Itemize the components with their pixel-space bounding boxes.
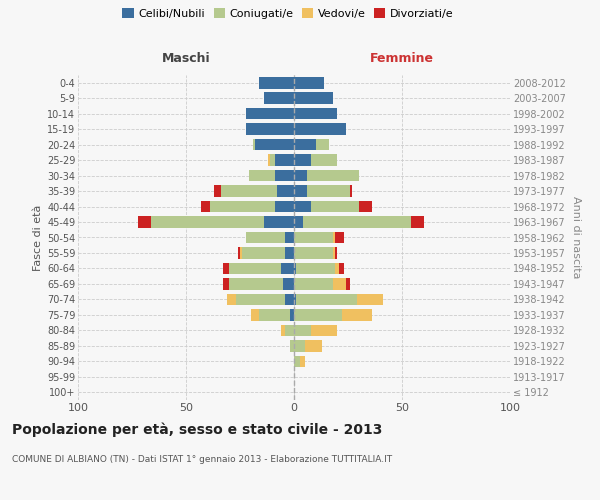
Bar <box>333 232 335 243</box>
Bar <box>201 200 210 212</box>
Bar <box>341 309 372 320</box>
Bar <box>294 154 311 166</box>
Bar <box>294 124 346 135</box>
Bar <box>286 294 294 305</box>
Bar <box>270 154 275 166</box>
Text: COMUNE DI ALBIANO (TN) - Dati ISTAT 1° gennaio 2013 - Elaborazione TUTTITALIA.IT: COMUNE DI ALBIANO (TN) - Dati ISTAT 1° g… <box>12 455 392 464</box>
Bar <box>311 154 337 166</box>
Bar <box>311 200 359 212</box>
Text: Popolazione per età, sesso e stato civile - 2013: Popolazione per età, sesso e stato civil… <box>12 422 382 437</box>
Bar <box>210 200 275 212</box>
Bar <box>223 278 229 289</box>
Bar <box>214 186 221 197</box>
Bar <box>281 262 294 274</box>
Bar <box>294 309 341 320</box>
Bar <box>335 247 337 259</box>
Bar <box>294 294 296 305</box>
Bar <box>307 186 350 197</box>
Bar <box>350 186 352 197</box>
Bar <box>335 262 340 274</box>
Bar <box>229 278 283 289</box>
Bar <box>223 262 229 274</box>
Bar <box>248 170 275 181</box>
Bar <box>346 278 350 289</box>
Y-axis label: Anni di nascita: Anni di nascita <box>571 196 581 279</box>
Bar <box>251 309 259 320</box>
Bar <box>294 278 333 289</box>
Bar <box>294 340 305 351</box>
Bar <box>335 232 344 243</box>
Bar <box>247 124 294 135</box>
Bar <box>294 356 301 367</box>
Bar <box>286 232 294 243</box>
Bar <box>356 294 383 305</box>
Bar <box>253 139 255 150</box>
Bar <box>333 247 335 259</box>
Bar <box>294 200 311 212</box>
Legend: Celibi/Nubili, Coniugati/e, Vedovi/e, Divorziati/e: Celibi/Nubili, Coniugati/e, Vedovi/e, Di… <box>120 6 456 21</box>
Bar <box>316 139 329 150</box>
Bar <box>281 324 286 336</box>
Bar <box>238 247 240 259</box>
Bar <box>302 216 410 228</box>
Bar <box>286 247 294 259</box>
Bar <box>294 262 296 274</box>
Bar <box>307 170 359 181</box>
Bar <box>227 294 236 305</box>
Bar <box>247 108 294 120</box>
Bar <box>296 294 356 305</box>
Bar <box>301 356 305 367</box>
Bar <box>151 216 264 228</box>
Bar <box>240 247 242 259</box>
Bar <box>294 247 333 259</box>
Bar <box>294 139 316 150</box>
Bar <box>268 154 270 166</box>
Bar <box>139 216 151 228</box>
Bar <box>410 216 424 228</box>
Bar <box>294 108 337 120</box>
Bar <box>242 247 286 259</box>
Bar <box>221 186 277 197</box>
Bar <box>259 77 294 88</box>
Text: Femmine: Femmine <box>370 52 434 65</box>
Bar <box>277 186 294 197</box>
Bar <box>294 170 307 181</box>
Bar <box>290 340 294 351</box>
Bar <box>294 92 333 104</box>
Bar <box>275 170 294 181</box>
Bar <box>296 262 335 274</box>
Bar <box>359 200 372 212</box>
Bar <box>236 294 286 305</box>
Bar <box>340 262 344 274</box>
Text: Maschi: Maschi <box>161 52 211 65</box>
Bar <box>290 309 294 320</box>
Bar <box>275 200 294 212</box>
Bar <box>264 92 294 104</box>
Bar <box>259 309 290 320</box>
Bar <box>305 340 322 351</box>
Bar <box>311 324 337 336</box>
Bar <box>294 186 307 197</box>
Bar <box>294 77 324 88</box>
Bar <box>333 278 346 289</box>
Bar <box>286 324 294 336</box>
Bar <box>264 216 294 228</box>
Bar <box>294 324 311 336</box>
Bar <box>229 262 281 274</box>
Bar <box>294 232 333 243</box>
Bar <box>275 154 294 166</box>
Bar <box>283 278 294 289</box>
Y-axis label: Fasce di età: Fasce di età <box>32 204 43 270</box>
Bar <box>294 216 302 228</box>
Bar <box>255 139 294 150</box>
Bar <box>247 232 286 243</box>
